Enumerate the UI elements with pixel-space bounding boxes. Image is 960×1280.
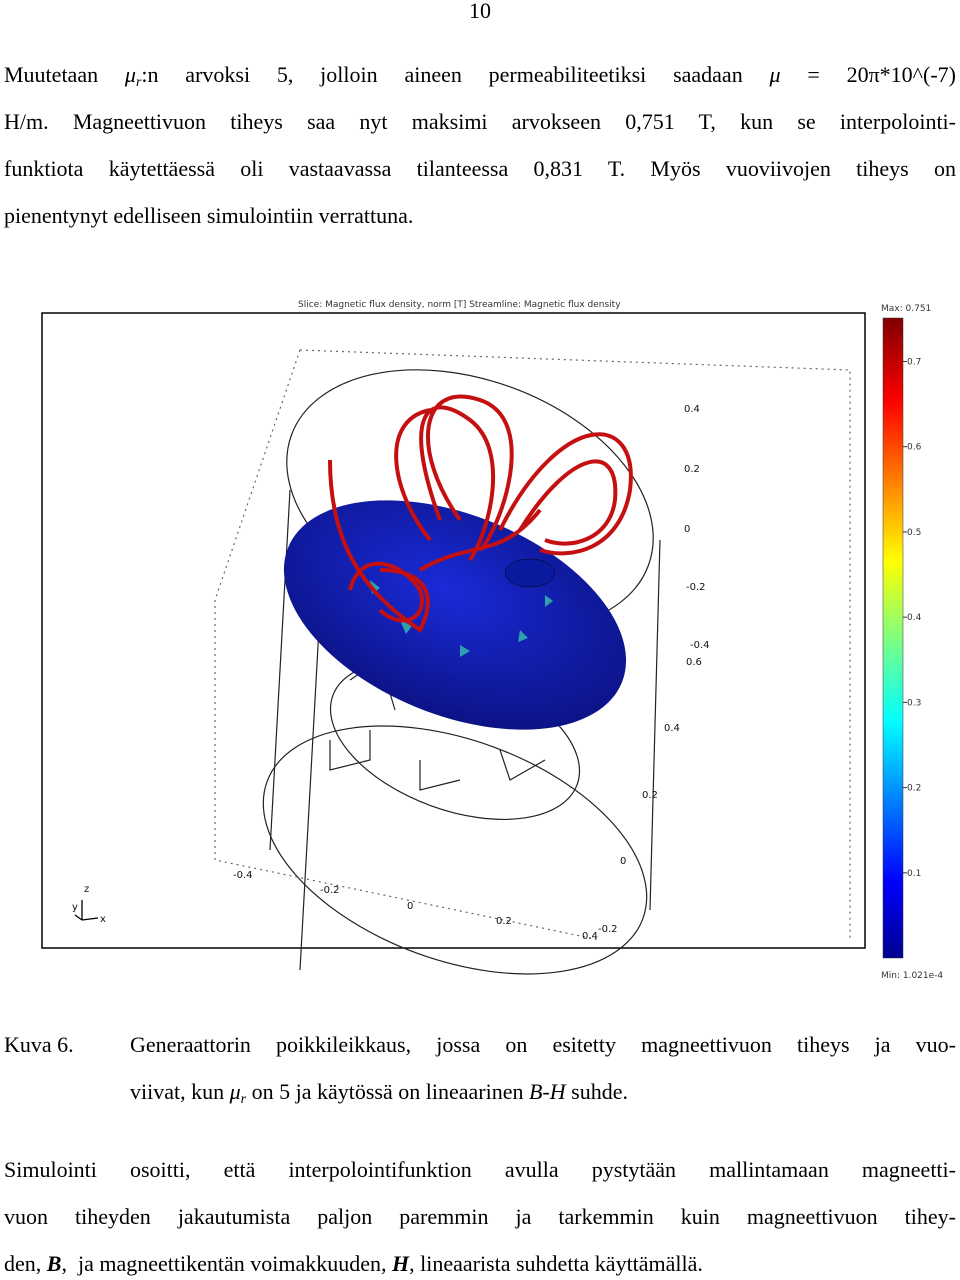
text-run: on 5 ja käytössä on lineaarinen <box>246 1079 529 1104</box>
axis-tick-label: 0.2 <box>496 916 512 927</box>
text-line: vuon tiheyden jakautumista paljon paremm… <box>4 1202 956 1232</box>
colorbar-tick-label: 0.6 <box>907 443 922 453</box>
wireframe <box>214 349 851 975</box>
axis-triad <box>74 900 99 921</box>
text-line: viivat, kun μr on 5 ja käytössä on linea… <box>130 1077 956 1107</box>
axis-tick-label: 0.4 <box>664 723 680 734</box>
colorbar-tick-label: 0.1 <box>907 869 921 879</box>
axis-tick-label: -0.2 <box>686 582 706 593</box>
text-run: suhde. <box>565 1079 628 1104</box>
axis-tick-label: 0.4 <box>684 404 700 415</box>
subscript: r <box>240 1092 247 1107</box>
colorbar-tick-label: 0.2 <box>907 784 921 794</box>
axis-tick-label: -0.2 <box>320 885 340 896</box>
text-run: , ja magneettikentän voimakkuuden, <box>61 1251 392 1276</box>
axis-tick-label: -0.4 <box>233 870 253 881</box>
text-run: pienentynyt edelliseen simulointiin verr… <box>4 203 414 228</box>
streamlines <box>328 394 633 633</box>
italic-run: B-H <box>528 1079 566 1104</box>
axis-tick-label: 0 <box>620 856 626 867</box>
axis-tick-label: -0.2 <box>598 924 618 935</box>
text-line: Muutetaan μr:n arvoksi 5, jolloin aineen… <box>4 60 956 90</box>
text-run: , lineaarista suhdetta käyttämällä. <box>409 1251 703 1276</box>
axis-tick-label: 0 <box>407 901 413 912</box>
text-run: den, <box>4 1251 47 1276</box>
text-line: H/m. Magneettivuon tiheys saa nyt maksim… <box>4 107 956 137</box>
flux-slice <box>283 500 627 730</box>
colorbar <box>882 317 904 959</box>
figure: Slice: Magnetic flux density, norm [T] S… <box>41 300 943 981</box>
text-run: = 20π*10^(-7) <box>780 62 956 87</box>
figure-title: Slice: Magnetic flux density, norm [T] S… <box>298 300 621 310</box>
page-number: 10 <box>469 0 491 23</box>
axis-tick-label: 0.6 <box>686 657 702 668</box>
colorbar-tick-label: 0.4 <box>907 613 922 623</box>
colorbar-tick-label: 0.3 <box>907 698 921 708</box>
text-line: Simulointi osoitti, että interpolointifu… <box>4 1155 956 1185</box>
caption-label: Kuva 6. <box>4 1032 74 1057</box>
axis-name: y <box>72 902 78 913</box>
axis-tick-label: 0.2 <box>642 790 658 801</box>
axis-name: x <box>100 914 106 925</box>
text-run: viivat, kun <box>130 1079 230 1104</box>
text-line: den, B, ja magneettikentän voimakkuuden,… <box>4 1249 956 1279</box>
text-run: funktiota käytettäessä oli vastaavassa t… <box>4 156 956 181</box>
colorbar-tick-label: 0.5 <box>907 528 921 538</box>
text-run: :n arvoksi 5, jolloin aineen permeabilit… <box>141 62 770 87</box>
axis-tick-label: -0.4 <box>690 640 710 651</box>
italic-run: μ <box>124 62 136 87</box>
colorbar-min: Min: 1.021e-4 <box>881 971 943 981</box>
italic-run: μ <box>769 62 781 87</box>
italic-run: μ <box>229 1079 241 1104</box>
text-line: Generaattorin poikkileikkaus, jossa on e… <box>130 1030 956 1060</box>
text-run: vuon tiheyden jakautumista paljon paremm… <box>4 1204 956 1229</box>
bold-italic-run: B <box>46 1251 62 1276</box>
axis-tick-label: 0.2 <box>684 464 700 475</box>
axis-name: z <box>84 884 89 895</box>
text-run: Generaattorin poikkileikkaus, jossa on e… <box>130 1032 956 1057</box>
text-line: funktiota käytettäessä oli vastaavassa t… <box>4 154 956 184</box>
text-run: Simulointi osoitti, että interpolointifu… <box>4 1157 956 1182</box>
axis-tick-label: 0 <box>684 524 690 535</box>
colorbar-tick-label: 0.7 <box>907 357 921 367</box>
colorbar-max: Max: 0.751 <box>881 304 931 314</box>
axis-tick-label: 0.4 <box>582 931 598 942</box>
bold-italic-run: H <box>391 1251 410 1276</box>
text-line: pienentynyt edelliseen simulointiin verr… <box>4 201 956 231</box>
text-run: H/m. Magneettivuon tiheys saa nyt maksim… <box>4 109 956 134</box>
subscript: r <box>135 75 142 90</box>
text-run: Muutetaan <box>4 62 125 87</box>
